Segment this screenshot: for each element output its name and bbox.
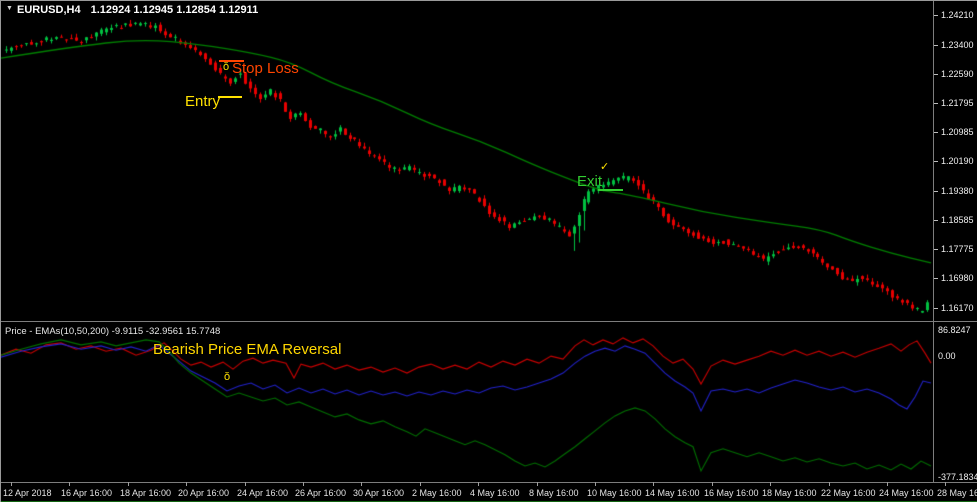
time-axis-label: 14 May 16:00 (645, 488, 700, 498)
price-axis-label: 1.16170 (941, 303, 974, 313)
exit-line[interactable] (598, 189, 623, 191)
time-axis-tick (11, 482, 12, 486)
price-axis-tick (934, 308, 938, 309)
price-axis-label: 1.21795 (941, 98, 974, 108)
time-axis-label: 28 May 16:00 (937, 488, 977, 498)
time-axis-label: 4 May 16:00 (470, 488, 520, 498)
time-axis-tick (245, 482, 246, 486)
time-axis-label: 18 Apr 16:00 (120, 488, 172, 498)
time-axis-label: 2 May 16:00 (412, 488, 462, 498)
price-axis-tick (934, 15, 938, 16)
time-axis-tick (361, 482, 362, 486)
price-axis-tick (934, 249, 938, 250)
time-axis-tick (829, 482, 830, 486)
price-axis-tick (934, 45, 938, 46)
price-axis-tick (934, 191, 938, 192)
time-axis-label: 12 Apr 2018 (3, 488, 52, 498)
time-axis-tick (186, 482, 187, 486)
price-axis-tick (934, 132, 938, 133)
chart-title: EURUSD,H4 1.12924 1.12945 1.12854 1.12911 (17, 4, 258, 16)
stop-loss-line[interactable] (219, 60, 244, 62)
entry-label: Entry (185, 93, 221, 110)
time-axis-label: 24 May 16:00 (879, 488, 934, 498)
time-axis-tick (478, 482, 479, 486)
time-axis-label: 16 Apr 16:00 (61, 488, 113, 498)
time-axis-label: 20 Apr 16:00 (178, 488, 230, 498)
price-axis-tick (934, 74, 938, 75)
entry-line[interactable] (218, 96, 242, 98)
time-axis-tick (537, 482, 538, 486)
price-axis-label: 1.23400 (941, 40, 974, 50)
time-axis-tick (653, 482, 654, 486)
symbol-timeframe-label: EURUSD,H4 (17, 4, 81, 16)
indicator-zero-level: 0.00 (938, 351, 956, 361)
time-axis-tick (69, 482, 70, 486)
price-axis-label: 1.22590 (941, 69, 974, 79)
panel-separator-main-indicator[interactable] (1, 321, 977, 322)
time-axis-tick (770, 482, 771, 486)
price-axis-label: 1.24210 (941, 10, 974, 20)
stop-loss-marker-icon: ŏ (223, 61, 230, 73)
time-axis-label: 24 Apr 16:00 (237, 488, 289, 498)
price-axis-label: 1.19380 (941, 186, 974, 196)
stop-loss-label: Stop Loss (232, 60, 299, 77)
time-axis-label: 26 Apr 16:00 (295, 488, 347, 498)
time-axis-label: 10 May 16:00 (587, 488, 642, 498)
time-axis-tick (945, 482, 946, 486)
price-axis-label: 1.17775 (941, 244, 974, 254)
ohlc-values: 1.12924 1.12945 1.12854 1.12911 (90, 4, 259, 16)
price-axis-tick (934, 103, 938, 104)
time-axis-label: 22 May 16:00 (821, 488, 876, 498)
price-axis-label: 1.20190 (941, 156, 974, 166)
price-chart-canvas[interactable] (1, 1, 933, 481)
price-axis-label: 1.16980 (941, 273, 974, 283)
price-axis-border (933, 1, 934, 482)
price-axis-label: 1.18585 (941, 215, 974, 225)
indicator-marker-icon: ŏ (224, 371, 231, 383)
price-axis-tick (934, 220, 938, 221)
time-axis-tick (303, 482, 304, 486)
time-axis-label: 16 May 16:00 (704, 488, 759, 498)
time-axis-tick (712, 482, 713, 486)
price-axis-tick (934, 161, 938, 162)
panel-separator-indicator-timeaxis (1, 482, 977, 483)
indicator-scale-max: 86.8247 (938, 325, 971, 335)
price-axis-tick (934, 278, 938, 279)
time-axis-label: 30 Apr 16:00 (353, 488, 405, 498)
indicator-scale-min: -377.1834 (938, 472, 977, 482)
indicator-header: Price - EMAs(10,50,200) -9.9115 -32.9561… (5, 326, 221, 337)
time-axis-tick (420, 482, 421, 486)
time-axis-label: 8 May 16:00 (529, 488, 579, 498)
price-axis-label: 1.20985 (941, 127, 974, 137)
time-axis-tick (595, 482, 596, 486)
exit-check-icon: ✓ (600, 161, 610, 173)
chevron-down-icon[interactable]: ▼ (6, 5, 13, 12)
time-axis-tick (128, 482, 129, 486)
signal-label: Bearish Price EMA Reversal (153, 341, 342, 358)
time-axis-label: 18 May 16:00 (762, 488, 817, 498)
exit-label: Exit (577, 173, 603, 190)
time-axis-tick (887, 482, 888, 486)
